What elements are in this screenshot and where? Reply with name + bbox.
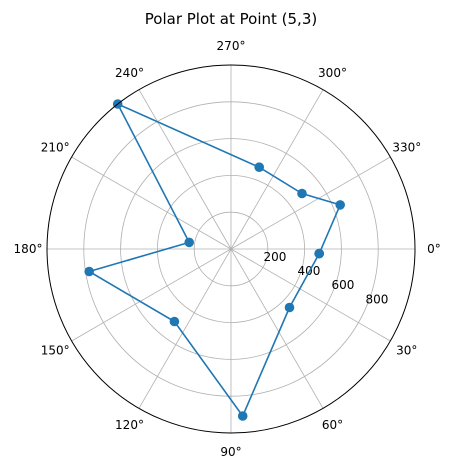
angle-tick-label: 270° <box>217 39 246 53</box>
angle-tick-label: 300° <box>318 66 347 80</box>
polar-frame <box>46 64 416 434</box>
data-point <box>169 316 180 327</box>
polar-grid <box>47 65 415 433</box>
angle-tick-label: 150° <box>41 344 70 358</box>
angle-tick-label: 120° <box>115 418 144 432</box>
chart-title: Polar Plot at Point (5,3) <box>145 10 317 28</box>
data-point <box>314 248 325 259</box>
r-tick-label: 200 <box>264 250 287 264</box>
angle-tick-label: 30° <box>396 344 417 358</box>
tick-labels: 0° 30° 60° 90° 120° 150° 180° 210° 240° 270° 300° 3… <box>14 39 441 459</box>
angle-tick-label: 210° <box>41 141 70 155</box>
theta-grid-line <box>230 156 391 250</box>
theta-grid-line <box>138 89 232 250</box>
theta-grid-line <box>230 248 391 342</box>
angle-tick-label: 90° <box>220 445 241 459</box>
r-tick-label: 800 <box>366 292 389 306</box>
data-point <box>184 237 194 248</box>
angle-tick-label: 330° <box>392 141 421 155</box>
theta-grid-line <box>230 89 324 250</box>
theta-grid-line <box>71 248 232 342</box>
r-tick-label: 600 <box>332 278 355 292</box>
data-point <box>284 302 295 313</box>
data-series <box>84 99 346 421</box>
data-point <box>84 266 94 277</box>
data-point <box>297 188 307 199</box>
data-point <box>254 162 264 172</box>
series-line <box>87 102 342 418</box>
angle-tick-label: 180° <box>14 242 43 256</box>
theta-grid-line <box>138 248 232 409</box>
data-point <box>335 200 346 210</box>
data-point <box>237 411 248 421</box>
angle-tick-label: 240° <box>115 66 144 80</box>
angle-tick-label: 0° <box>427 242 441 256</box>
theta-grid-line <box>230 248 324 409</box>
angle-tick-label: 60° <box>322 418 343 432</box>
theta-grid-line <box>71 156 232 250</box>
